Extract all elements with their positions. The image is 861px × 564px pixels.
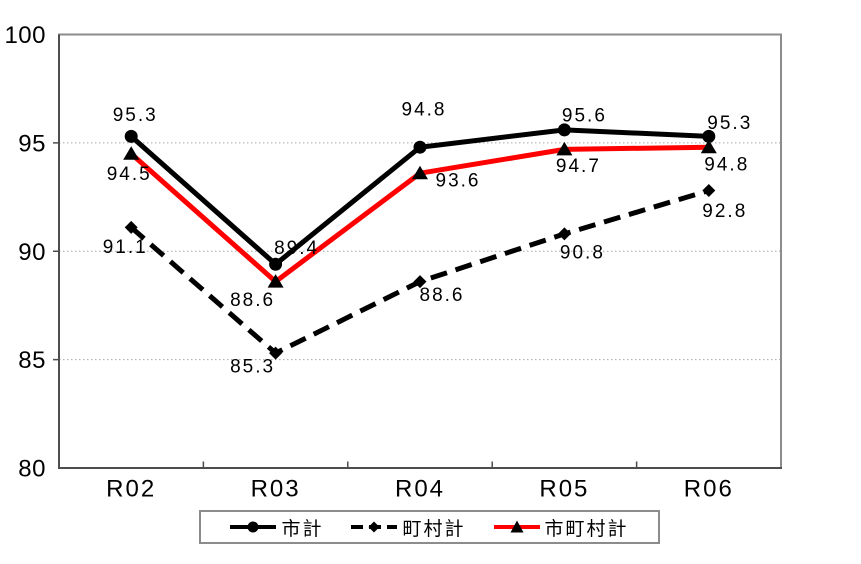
y-tick-label: 95 bbox=[18, 130, 46, 157]
circle-marker bbox=[269, 257, 283, 271]
y-tick-label: 90 bbox=[18, 239, 46, 266]
triangle-marker bbox=[267, 274, 284, 288]
data-label: 94.8 bbox=[704, 155, 749, 176]
y-tick-label: 100 bbox=[4, 22, 46, 49]
legend-label: 市町村計 bbox=[544, 518, 629, 540]
y-tick-label: 85 bbox=[18, 347, 46, 374]
diamond-marker bbox=[124, 220, 138, 234]
x-category-label: R02 bbox=[106, 476, 156, 503]
diamond-line-marker-icon bbox=[351, 521, 398, 533]
legend-item: 市計 bbox=[230, 514, 323, 541]
x-category-label: R06 bbox=[684, 476, 734, 503]
data-label: 94.8 bbox=[402, 100, 447, 121]
circle-marker bbox=[557, 123, 571, 137]
triangle-marker bbox=[123, 146, 140, 160]
triangle-marker bbox=[556, 141, 573, 156]
circle-marker bbox=[124, 129, 138, 143]
data-label: 88.6 bbox=[230, 290, 275, 311]
data-label: 90.8 bbox=[560, 242, 605, 263]
data-label: 95.6 bbox=[562, 105, 607, 126]
x-category-label: R05 bbox=[539, 476, 589, 503]
x-category-label: R03 bbox=[251, 476, 301, 503]
data-label: 89.4 bbox=[274, 238, 319, 259]
data-label: 94.5 bbox=[107, 164, 152, 185]
data-label: 93.6 bbox=[436, 171, 481, 192]
diamond-marker bbox=[702, 184, 716, 198]
data-label: 94.7 bbox=[556, 156, 601, 177]
triangle-marker bbox=[412, 165, 428, 180]
data-label: 91.1 bbox=[103, 237, 148, 258]
legend-label: 町村計 bbox=[402, 518, 466, 540]
triangle-marker bbox=[700, 139, 717, 154]
y-tick-label: 80 bbox=[18, 456, 46, 483]
diamond-marker bbox=[557, 227, 571, 241]
legend-item: 市町村計 bbox=[493, 514, 629, 541]
data-label: 88.6 bbox=[420, 285, 465, 306]
x-category-label: R04 bbox=[395, 476, 445, 503]
data-label: 95.3 bbox=[113, 105, 158, 126]
diamond-marker bbox=[269, 346, 283, 360]
legend: 市計 町村計 市町村計 bbox=[199, 510, 660, 544]
legend-label: 市計 bbox=[281, 518, 324, 540]
diamond-marker bbox=[413, 275, 427, 289]
circle-line-marker-icon bbox=[230, 521, 277, 533]
data-label: 92.8 bbox=[702, 201, 747, 222]
data-label: 85.3 bbox=[230, 357, 275, 378]
triangle-line-marker-icon bbox=[493, 520, 540, 533]
circle-marker bbox=[702, 129, 716, 143]
circle-marker bbox=[413, 140, 427, 154]
legend-item: 町村計 bbox=[351, 514, 465, 541]
data-label: 95.3 bbox=[707, 113, 752, 134]
